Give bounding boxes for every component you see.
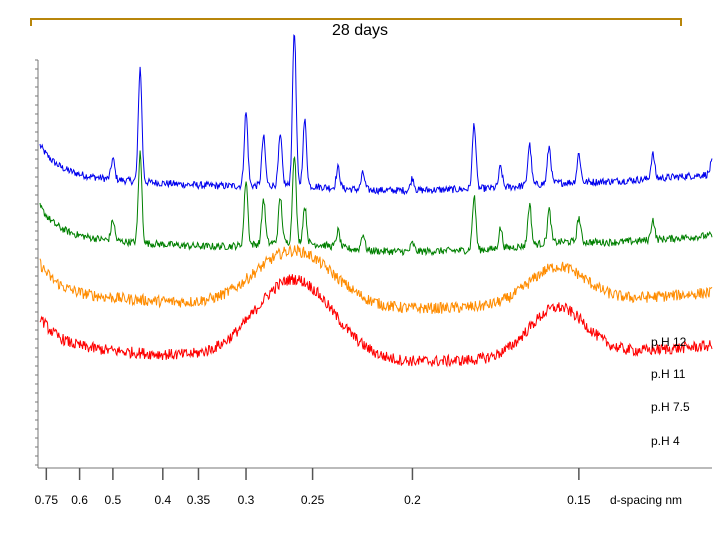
labels-layer: p.H 12 p.H 11 p.H 7.5 p.H 4 [651, 335, 690, 448]
legend-label: p.H 7.5 [651, 400, 690, 414]
x-tick-label: 0.25 [301, 493, 325, 507]
x-tick-label: 0.3 [238, 493, 255, 507]
series-line-pH-12 [39, 34, 713, 196]
x-tick-label: 0.6 [71, 493, 88, 507]
x-tick-label: 0.5 [105, 493, 122, 507]
legend-label: p.H 4 [651, 434, 680, 448]
chart-title: 28 days [331, 22, 389, 39]
x-tick-label: 0.4 [154, 493, 171, 507]
series-layer [39, 34, 713, 368]
x-axis-label: d-spacing nm [610, 493, 682, 507]
series-line-pH-7-5 [39, 244, 713, 314]
x-tick-label: 0.15 [567, 493, 591, 507]
legend-label: p.H 11 [651, 367, 686, 381]
series-line-pH-11 [39, 150, 713, 257]
title-frame [30, 18, 682, 26]
axes: 0.75 0.6 0.5 0.4 0.35 0.3 0.25 0.2 0.15 d-spacing… [35, 59, 712, 507]
series-line-pH-4 [39, 274, 713, 368]
x-tick-label: 0.35 [187, 493, 211, 507]
legend-label: p.H 12 [651, 335, 687, 349]
x-tick-label: 0.75 [35, 493, 59, 507]
x-tick-label: 0.2 [404, 493, 421, 507]
